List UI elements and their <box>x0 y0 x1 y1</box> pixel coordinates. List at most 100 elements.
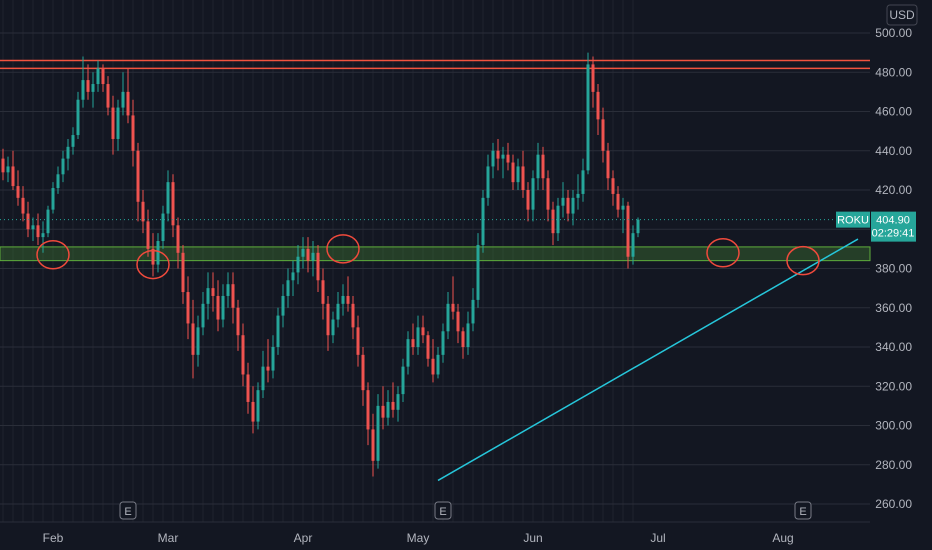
candle[interactable] <box>291 260 295 296</box>
candle[interactable] <box>626 201 630 269</box>
candle[interactable] <box>566 190 570 222</box>
candle[interactable] <box>526 182 530 222</box>
candle[interactable] <box>61 150 65 183</box>
candle[interactable] <box>171 174 175 238</box>
candle[interactable] <box>181 244 185 304</box>
candle[interactable] <box>521 150 525 198</box>
candle[interactable] <box>76 91 80 139</box>
candle[interactable] <box>436 347 440 379</box>
candle[interactable] <box>216 280 220 332</box>
candle[interactable] <box>51 182 55 214</box>
candle[interactable] <box>36 213 40 245</box>
candle[interactable] <box>481 190 485 253</box>
candle[interactable] <box>356 315 360 367</box>
candle[interactable] <box>281 284 285 328</box>
candle[interactable] <box>541 146 545 190</box>
candle[interactable] <box>456 303 460 344</box>
candle[interactable] <box>516 158 520 190</box>
candle[interactable] <box>546 170 550 222</box>
candle[interactable] <box>536 142 540 190</box>
candle[interactable] <box>221 284 225 328</box>
candle[interactable] <box>86 64 90 100</box>
time-axis[interactable]: Feb Mar Apr May Jun Jul Aug <box>0 521 870 545</box>
candle[interactable] <box>446 292 450 340</box>
candle[interactable] <box>266 339 270 383</box>
candle-series[interactable] <box>1 52 640 477</box>
candle[interactable] <box>96 60 100 92</box>
candle[interactable] <box>271 335 275 379</box>
candle[interactable] <box>286 268 290 308</box>
candle[interactable] <box>371 413 375 477</box>
candle[interactable] <box>496 138 500 171</box>
candle[interactable] <box>116 99 120 151</box>
candle[interactable] <box>426 331 430 367</box>
candle[interactable] <box>591 56 595 108</box>
candle[interactable] <box>176 217 180 269</box>
candle[interactable] <box>196 315 200 367</box>
candle[interactable] <box>561 182 565 218</box>
candle[interactable] <box>11 150 15 190</box>
candle[interactable] <box>166 170 170 222</box>
candle[interactable] <box>336 292 340 328</box>
earnings-marker[interactable]: E <box>794 501 812 520</box>
candle[interactable] <box>476 233 480 308</box>
candle[interactable] <box>416 315 420 355</box>
candle[interactable] <box>606 142 610 190</box>
earnings-marker[interactable]: E <box>434 501 452 520</box>
candle[interactable] <box>471 288 475 332</box>
candle[interactable] <box>351 295 355 340</box>
candle[interactable] <box>331 311 335 344</box>
candle[interactable] <box>621 197 625 234</box>
candle[interactable] <box>296 244 300 285</box>
candle[interactable] <box>256 382 260 430</box>
earnings-marker[interactable]: E <box>119 501 137 520</box>
candle[interactable] <box>101 64 105 92</box>
candle[interactable] <box>126 68 130 124</box>
candle[interactable] <box>551 201 555 245</box>
candle[interactable] <box>56 166 60 194</box>
candle[interactable] <box>631 225 635 265</box>
candle[interactable] <box>531 170 535 222</box>
candle[interactable] <box>611 170 615 206</box>
candle[interactable] <box>366 382 370 446</box>
candle[interactable] <box>491 142 495 179</box>
candle[interactable] <box>556 197 560 242</box>
candle[interactable] <box>1 148 5 181</box>
candle[interactable] <box>306 237 310 273</box>
candle[interactable] <box>441 323 445 363</box>
candle[interactable] <box>386 390 390 426</box>
candle[interactable] <box>31 217 35 242</box>
candle[interactable] <box>276 307 280 355</box>
candle[interactable] <box>616 186 620 218</box>
candle[interactable] <box>156 233 160 273</box>
candle[interactable] <box>466 311 470 355</box>
candle[interactable] <box>6 156 10 183</box>
candle[interactable] <box>501 146 505 179</box>
candle[interactable] <box>601 107 605 163</box>
candle[interactable] <box>141 190 145 234</box>
candle[interactable] <box>486 154 490 206</box>
candle[interactable] <box>586 52 590 175</box>
candle[interactable] <box>151 233 155 277</box>
candle[interactable] <box>226 272 230 308</box>
candle[interactable] <box>326 295 330 351</box>
candle[interactable] <box>81 56 85 108</box>
candle[interactable] <box>206 272 210 320</box>
candle[interactable] <box>511 154 515 190</box>
candle[interactable] <box>376 394 380 469</box>
candle[interactable] <box>321 268 325 320</box>
candle[interactable] <box>131 99 135 167</box>
candle[interactable] <box>146 209 150 257</box>
candle[interactable] <box>211 272 215 312</box>
candle[interactable] <box>21 186 25 222</box>
candle[interactable] <box>381 386 385 430</box>
candle[interactable] <box>311 241 315 277</box>
candle[interactable] <box>346 276 350 312</box>
candle[interactable] <box>316 244 320 293</box>
candle[interactable] <box>341 284 345 316</box>
candle[interactable] <box>106 76 110 116</box>
candle[interactable] <box>406 331 410 375</box>
candle[interactable] <box>46 205 50 238</box>
candle[interactable] <box>301 237 305 269</box>
candle[interactable] <box>186 276 190 340</box>
